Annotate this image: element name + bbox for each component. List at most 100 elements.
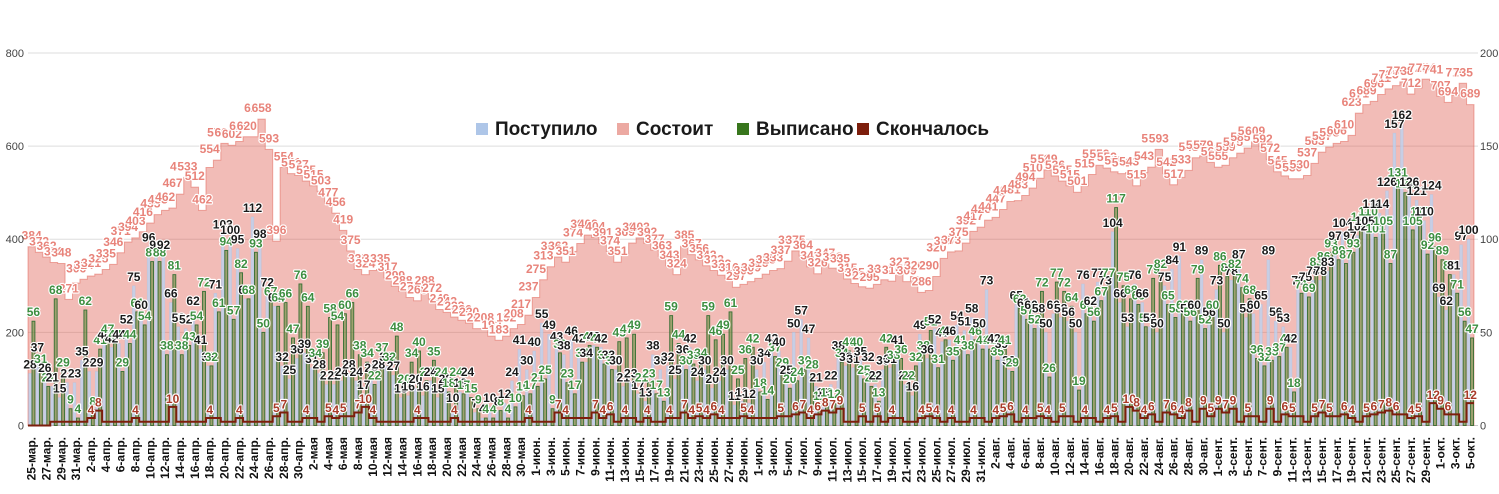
svg-text:46: 46: [565, 324, 579, 338]
svg-text:20: 20: [706, 372, 720, 386]
svg-text:10: 10: [446, 391, 460, 405]
svg-text:29-сент.: 29-сент.: [1419, 437, 1433, 483]
svg-text:24: 24: [420, 365, 434, 379]
svg-text:64: 64: [1065, 290, 1079, 304]
svg-text:27-июн.: 27-июн.: [722, 437, 736, 483]
svg-text:30: 30: [654, 354, 668, 368]
svg-text:76: 76: [1128, 268, 1142, 282]
svg-text:75: 75: [1117, 270, 1131, 284]
svg-text:33: 33: [687, 348, 701, 362]
svg-text:60: 60: [1024, 298, 1038, 312]
svg-text:5: 5: [1000, 401, 1007, 415]
svg-text:47: 47: [286, 322, 300, 336]
svg-text:5-июн.: 5-июн.: [559, 437, 573, 476]
svg-text:335: 335: [830, 252, 850, 266]
svg-text:13: 13: [872, 385, 886, 399]
svg-text:60: 60: [1176, 298, 1190, 312]
svg-text:303: 303: [867, 262, 887, 276]
svg-text:40: 40: [412, 335, 426, 349]
svg-text:5: 5: [696, 401, 703, 415]
svg-text:67: 67: [264, 285, 278, 299]
svg-text:60: 60: [135, 298, 149, 312]
svg-text:5: 5: [273, 401, 280, 415]
svg-text:711: 711: [1372, 71, 1392, 85]
svg-text:481: 481: [1000, 183, 1020, 197]
svg-text:61: 61: [1017, 296, 1031, 310]
svg-text:24-апр.: 24-апр.: [247, 437, 261, 479]
svg-text:24: 24: [505, 365, 519, 379]
svg-text:208: 208: [474, 311, 494, 325]
svg-text:69: 69: [1302, 281, 1316, 295]
svg-text:60: 60: [1206, 298, 1220, 312]
svg-text:79: 79: [1146, 262, 1160, 276]
svg-text:7: 7: [1163, 398, 1170, 412]
svg-text:12: 12: [1427, 388, 1441, 402]
svg-text:95: 95: [231, 233, 245, 247]
svg-text:275: 275: [526, 262, 546, 276]
svg-text:65: 65: [1010, 288, 1024, 302]
svg-text:30: 30: [720, 354, 734, 368]
svg-text:6: 6: [1007, 399, 1014, 413]
svg-text:417: 417: [963, 209, 983, 223]
svg-text:110: 110: [1414, 205, 1434, 219]
svg-text:64: 64: [301, 290, 315, 304]
svg-text:8: 8: [1385, 396, 1392, 410]
svg-text:309: 309: [741, 260, 761, 274]
svg-text:19-июл.: 19-июл.: [885, 437, 899, 483]
svg-text:28: 28: [313, 357, 327, 371]
svg-text:4: 4: [918, 403, 925, 417]
svg-text:27-июл.: 27-июл.: [944, 437, 958, 483]
svg-text:32: 32: [275, 350, 289, 364]
svg-text:545: 545: [1267, 154, 1287, 168]
svg-text:42: 42: [880, 331, 894, 345]
svg-text:42: 42: [683, 331, 697, 345]
svg-text:58: 58: [1054, 302, 1068, 316]
svg-text:18: 18: [753, 376, 767, 390]
svg-text:536: 536: [1275, 158, 1295, 172]
svg-text:47: 47: [802, 322, 816, 336]
svg-text:47: 47: [101, 322, 115, 336]
svg-text:31: 31: [884, 352, 898, 366]
svg-text:84: 84: [1165, 253, 1179, 267]
svg-text:585: 585: [1230, 130, 1250, 144]
svg-text:117: 117: [1106, 192, 1126, 206]
svg-text:29: 29: [83, 356, 97, 370]
svg-text:587: 587: [1312, 129, 1332, 143]
svg-text:5: 5: [340, 401, 347, 415]
svg-text:548: 548: [1178, 140, 1198, 154]
svg-text:89: 89: [1332, 244, 1346, 258]
svg-text:435: 435: [140, 197, 160, 211]
svg-text:53: 53: [1277, 311, 1291, 325]
svg-text:1-сент.: 1-сент.: [1211, 437, 1225, 476]
svg-text:324: 324: [667, 257, 687, 271]
svg-text:348: 348: [51, 246, 71, 260]
svg-text:30-мая: 30-мая: [514, 437, 528, 477]
svg-text:32: 32: [1258, 350, 1272, 364]
svg-text:41: 41: [983, 333, 997, 347]
svg-text:56: 56: [1202, 305, 1216, 319]
svg-text:27: 27: [387, 359, 401, 373]
svg-text:58: 58: [323, 302, 337, 316]
svg-text:16-апр.: 16-апр.: [188, 437, 202, 479]
svg-text:598: 598: [1319, 125, 1339, 139]
svg-text:15-июн.: 15-июн.: [633, 437, 647, 483]
svg-text:42: 42: [987, 331, 1001, 345]
svg-text:29: 29: [1006, 356, 1020, 370]
svg-text:350: 350: [44, 245, 64, 259]
svg-text:9: 9: [1437, 394, 1444, 408]
svg-text:14-авг.: 14-авг.: [1078, 437, 1092, 476]
svg-text:600: 600: [6, 141, 24, 153]
svg-text:40: 40: [772, 335, 786, 349]
svg-text:29-июл.: 29-июл.: [959, 437, 973, 483]
svg-text:9: 9: [1267, 394, 1274, 408]
svg-text:7: 7: [1378, 398, 1385, 412]
svg-text:50: 50: [1150, 316, 1164, 330]
svg-text:320: 320: [926, 240, 946, 254]
svg-text:333: 333: [763, 251, 783, 265]
svg-text:71: 71: [209, 277, 223, 291]
svg-text:64: 64: [271, 290, 285, 304]
svg-text:23-июн.: 23-июн.: [692, 437, 706, 483]
svg-text:71: 71: [1451, 277, 1465, 291]
svg-text:4: 4: [622, 403, 629, 417]
svg-text:375: 375: [949, 225, 969, 239]
